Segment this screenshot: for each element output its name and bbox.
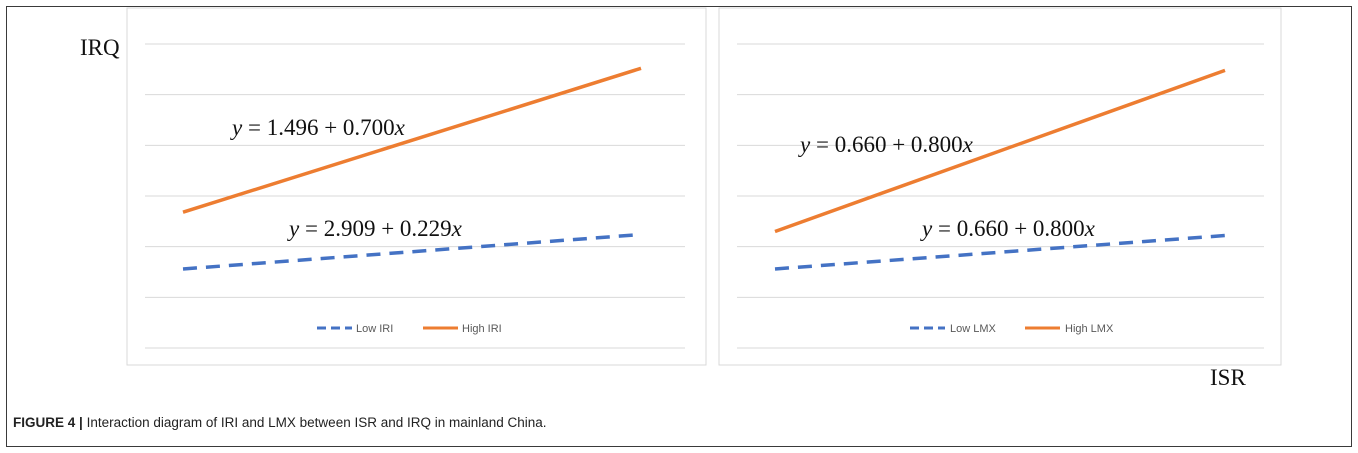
y-axis-label: IRQ <box>80 35 120 60</box>
legend-label-low-iri: Low IRI <box>356 323 393 335</box>
legend-label-high-lmx: High LMX <box>1065 323 1114 335</box>
series-line-high-lmx <box>774 68 1226 234</box>
equation-high-lmx: y = 0.660 + 0.800x <box>798 132 974 157</box>
series-line-low-iri <box>182 232 642 271</box>
equation-low-iri: y = 2.909 + 0.229x <box>287 216 463 241</box>
figure-frame <box>6 6 1352 447</box>
figure-label: FIGURE 4 | <box>13 415 83 430</box>
x-axis-label: ISR <box>1210 365 1246 390</box>
equation-high-iri: y = 1.496 + 0.700x <box>230 115 406 140</box>
equation-low-lmx: y = 0.660 + 0.800x <box>920 216 1096 241</box>
figure-chart: IRQ ISR y = 1.496 + 0.700x y = 2.909 + 0… <box>80 7 1282 390</box>
legend-right: Low LMX High LMX <box>910 323 1114 335</box>
legend-label-low-lmx: Low LMX <box>950 323 997 335</box>
series-lines-right <box>774 68 1226 271</box>
series-lines-left <box>182 66 642 271</box>
legend-left: Low IRI High IRI <box>317 323 502 335</box>
legend-label-high-iri: High IRI <box>462 323 502 335</box>
figure-caption-text: Interaction diagram of IRI and LMX betwe… <box>86 415 547 430</box>
figure-caption: FIGURE 4 | Interaction diagram of IRI an… <box>13 415 547 430</box>
series-line-high-iri <box>182 66 642 214</box>
grid-right <box>737 43 1264 349</box>
chart-panel-left <box>126 7 707 366</box>
chart-panel-right <box>718 7 1282 366</box>
series-line-low-lmx <box>774 233 1226 271</box>
